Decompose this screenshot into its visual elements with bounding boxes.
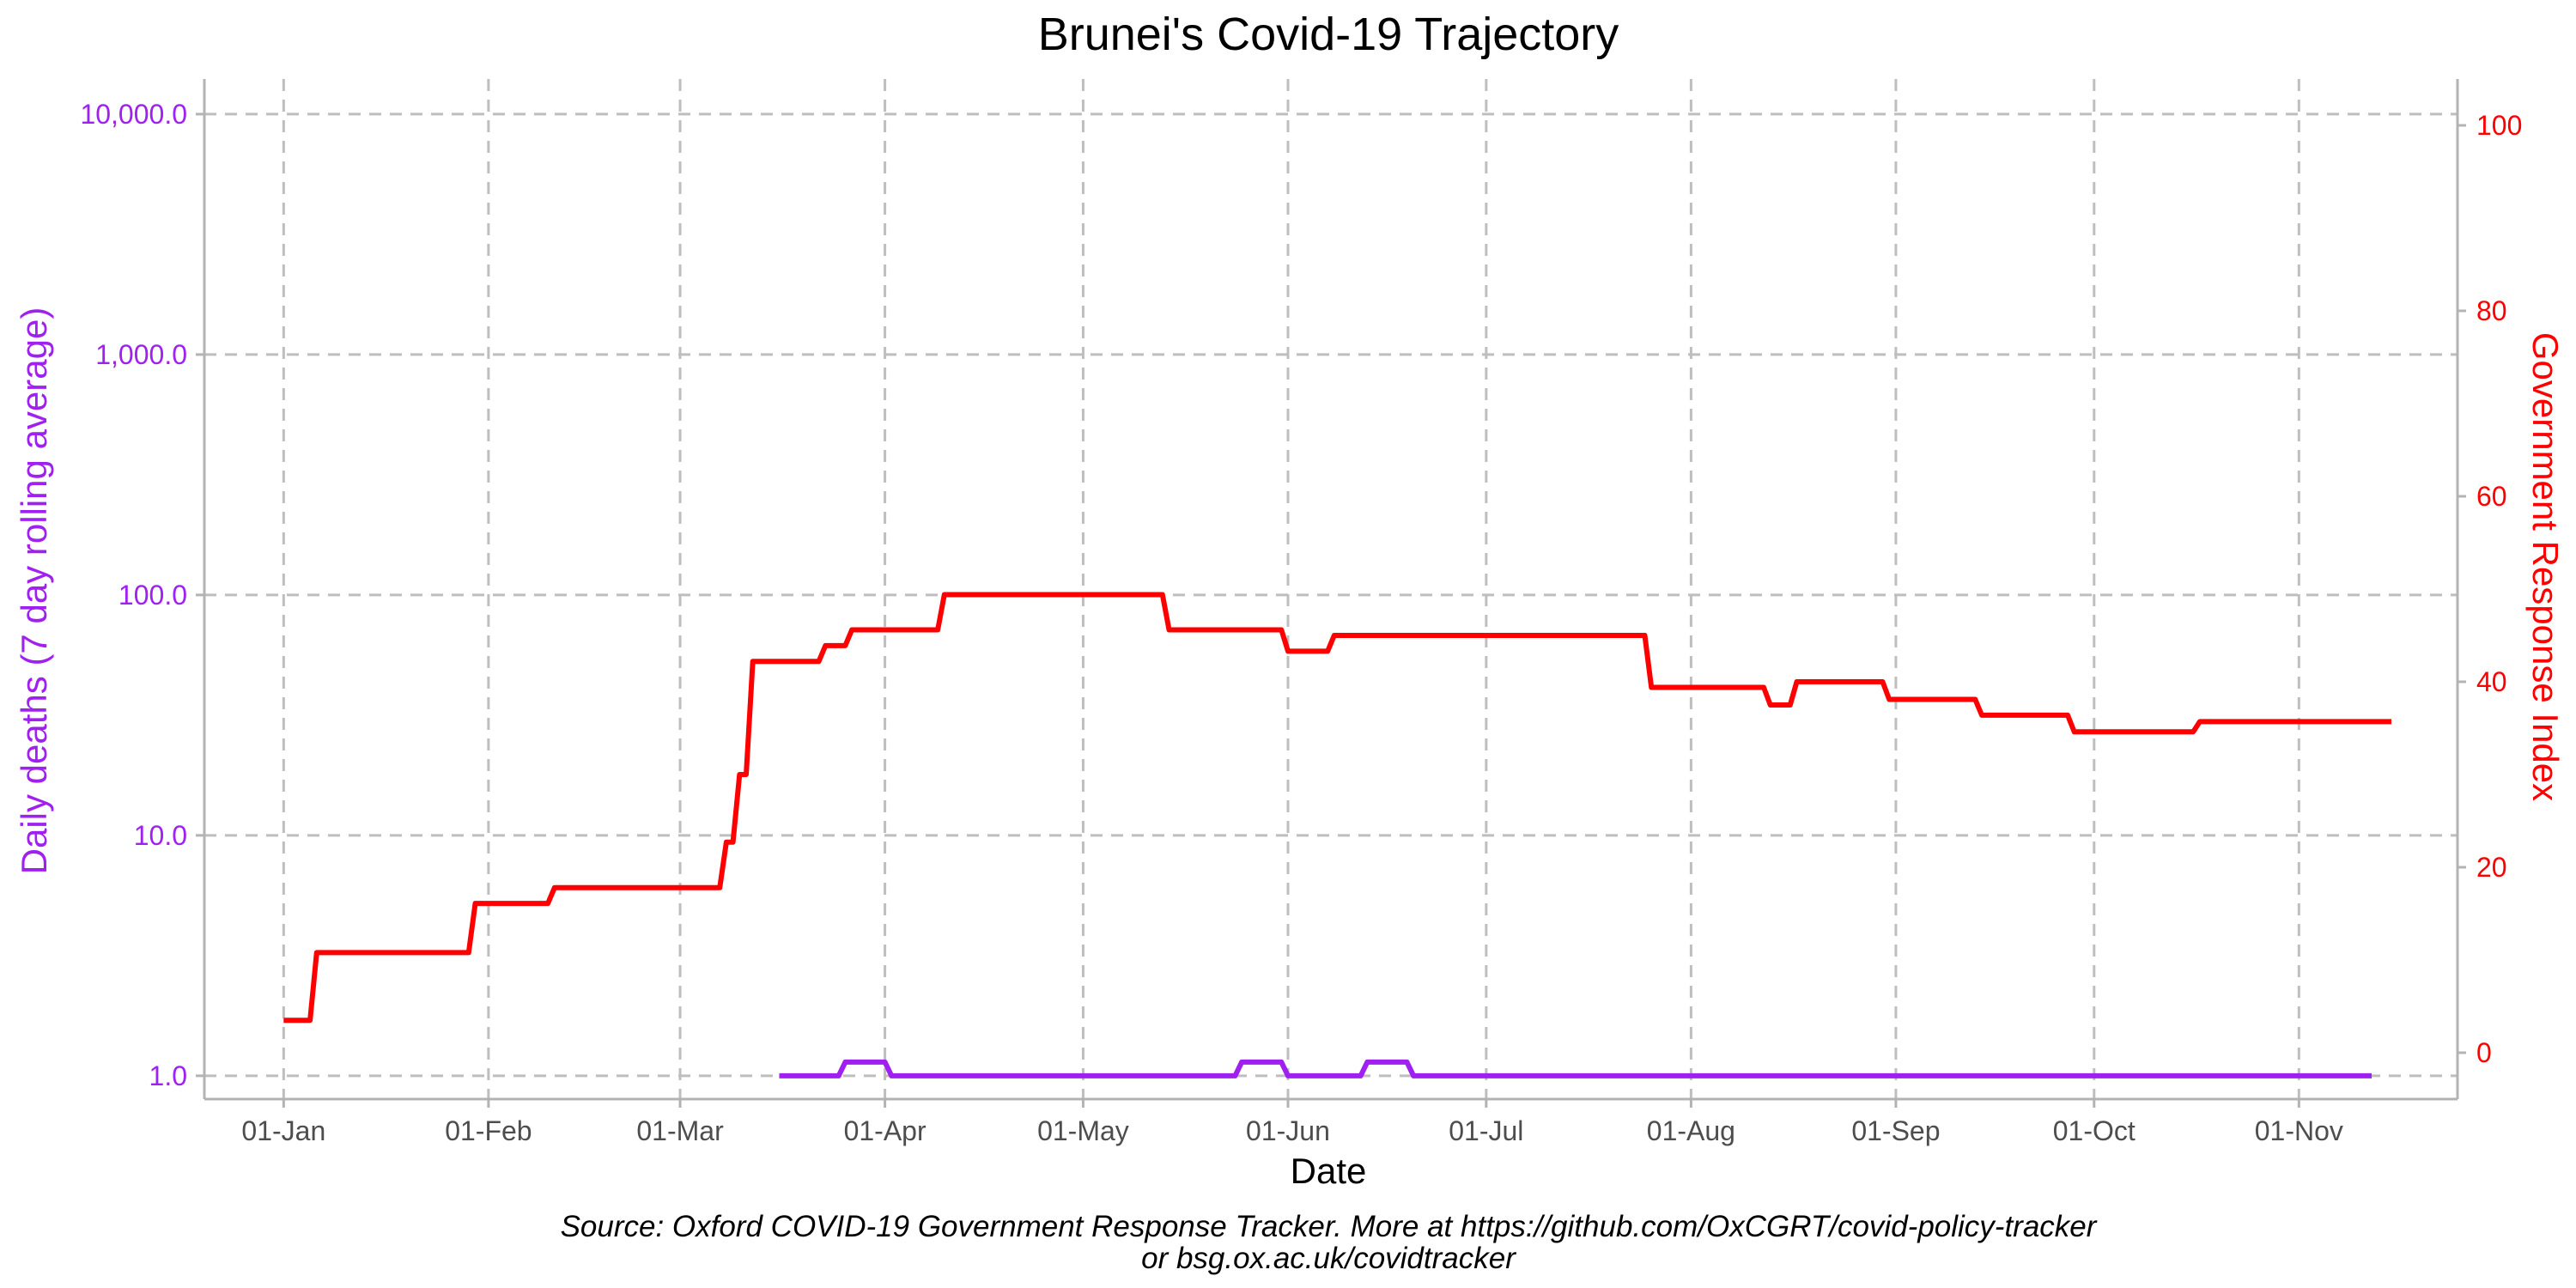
series-lines — [283, 592, 2391, 1078]
x-tick-label: 01-Jun — [1246, 1115, 1330, 1146]
x-tick-label: 01-Feb — [445, 1115, 532, 1146]
chart-title: Brunei's Covid-19 Trajectory — [1038, 9, 1619, 60]
y-right-tick-label: 20 — [2476, 852, 2507, 883]
y-left-tick-label: 10,000.0 — [80, 99, 187, 130]
x-tick-label: 01-Jul — [1449, 1115, 1523, 1146]
y-left-tick-label: 1,000.0 — [95, 339, 187, 370]
axes — [196, 79, 2466, 1108]
caption-line-2: or bsg.ox.ac.uk/covidtracker — [1141, 1242, 1516, 1275]
y-axis-left-label: Daily deaths (7 day rolling average) — [14, 307, 54, 875]
x-tick-label: 01-Jan — [241, 1115, 325, 1146]
x-tick-label: 01-Aug — [1647, 1115, 1735, 1146]
x-tick-label: 01-Mar — [636, 1115, 724, 1146]
y-left-tick-label: 100.0 — [118, 580, 187, 611]
y-axis-right-label: Government Response Index — [2525, 332, 2566, 801]
y-right-tick-label: 40 — [2476, 666, 2507, 697]
x-axis-label: Date — [1291, 1151, 1367, 1191]
y-right-tick-label: 80 — [2476, 295, 2507, 326]
y-right-tick-label: 0 — [2476, 1037, 2492, 1068]
x-tick-label: 01-Nov — [2255, 1115, 2343, 1146]
y-left-tick-label: 10.0 — [134, 820, 187, 851]
x-tick-label: 01-May — [1037, 1115, 1129, 1146]
caption-line-1: Source: Oxford COVID-19 Government Respo… — [561, 1210, 2098, 1243]
x-tick-label: 01-Apr — [844, 1115, 927, 1146]
tick-labels: 01-Jan 01-Feb 01-Mar 01-Apr 01-May 01-Jun 01-J… — [80, 99, 2522, 1146]
y-right-tick-label: 100 — [2476, 110, 2522, 141]
series-line-gri — [283, 592, 2391, 1024]
y-right-tick-label: 60 — [2476, 481, 2507, 512]
x-tick-label: 01-Sep — [1851, 1115, 1940, 1146]
x-tick-label: 01-Oct — [2053, 1115, 2136, 1146]
series-line-deaths — [779, 1059, 2372, 1078]
grid-lines — [204, 79, 2458, 1099]
y-left-tick-label: 1.0 — [149, 1060, 187, 1091]
